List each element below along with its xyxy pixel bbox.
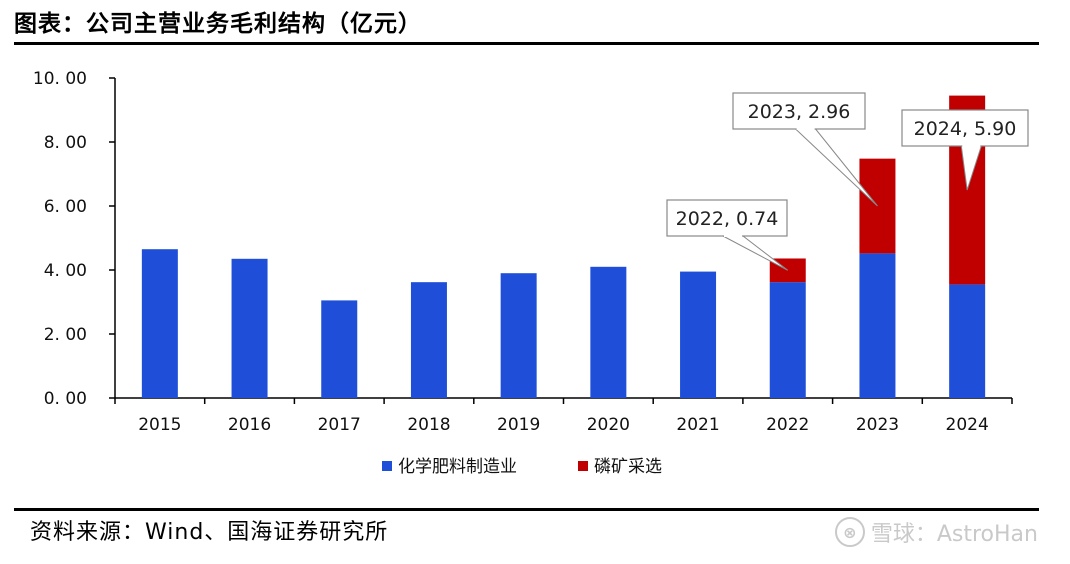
legend-swatch-1 (578, 461, 588, 471)
callout-2022: 2022, 0.74 (666, 199, 789, 271)
chart-legend: 化学肥料制造业 磷矿采选 (382, 457, 662, 477)
callout-box (732, 92, 866, 130)
bar-fertilizer-2019 (500, 273, 537, 398)
bar-fertilizer-2018 (410, 282, 447, 398)
watermark: ⊗ 雪球：AstroHan (834, 516, 1038, 548)
x-tick-label: 2015 (138, 415, 181, 435)
x-tick-label: 2022 (766, 415, 809, 435)
callout-label: 2022, 0.74 (676, 208, 779, 230)
y-tick-label: 0. 00 (44, 389, 87, 409)
x-tick-label: 2018 (407, 415, 450, 435)
callout-2023: 2023, 2.96 (732, 92, 878, 207)
x-tick-label: 2016 (228, 415, 271, 435)
bar-fertilizer-2015 (141, 249, 178, 398)
bar-fertilizer-2021 (680, 271, 717, 398)
y-tick-label: 4. 00 (44, 261, 87, 281)
bar-fertilizer-2023 (859, 253, 896, 398)
callout-label: 2023, 2.96 (748, 101, 851, 123)
y-tick-label: 6. 00 (44, 197, 87, 217)
chart-callouts: 2022, 0.74 2023, 2.96 2024, 5.90 (666, 92, 1029, 271)
callout-box (666, 199, 788, 237)
x-tick-label: 2021 (676, 415, 719, 435)
watermark-text: 雪球：AstroHan (870, 522, 1038, 547)
xueqiu-logo-icon: ⊗ (834, 517, 865, 547)
y-tick-label: 2. 00 (44, 325, 87, 345)
callout-pointer (722, 235, 789, 271)
source-note: 资料来源：Wind、国海证券研究所 (30, 520, 389, 545)
x-tick-label: 2023 (856, 415, 899, 435)
x-tick-label: 2019 (497, 415, 540, 435)
bar-fertilizer-2017 (321, 300, 358, 398)
chart-title: 图表：公司主营业务毛利结构（亿元） (14, 11, 422, 37)
bar-fertilizer-2022 (769, 282, 806, 398)
top-divider (14, 42, 1039, 45)
callout-label: 2024, 5.90 (914, 118, 1017, 140)
bar-fertilizer-2020 (590, 266, 627, 398)
legend-swatch-0 (382, 461, 392, 471)
bar-fertilizer-2016 (231, 258, 268, 398)
chart-bars (141, 95, 986, 398)
bar-fertilizer-2024 (949, 284, 986, 398)
y-tick-label: 8. 00 (44, 133, 87, 153)
bar-chart: 0. 00 2. 00 4. 00 6. 00 8. 00 10. 00 2015 2016 2… (33, 69, 1029, 477)
callout-box (901, 109, 1029, 147)
legend-label-0: 化学肥料制造业 (398, 457, 517, 477)
x-tick-label: 2020 (587, 415, 630, 435)
callout-2024: 2024, 5.90 (901, 109, 1029, 191)
bottom-divider (14, 508, 1039, 511)
x-tick-label: 2017 (318, 415, 361, 435)
x-tick-label: 2024 (946, 415, 989, 435)
y-tick-label: 10. 00 (33, 69, 87, 89)
legend-label-1: 磷矿采选 (594, 457, 662, 477)
